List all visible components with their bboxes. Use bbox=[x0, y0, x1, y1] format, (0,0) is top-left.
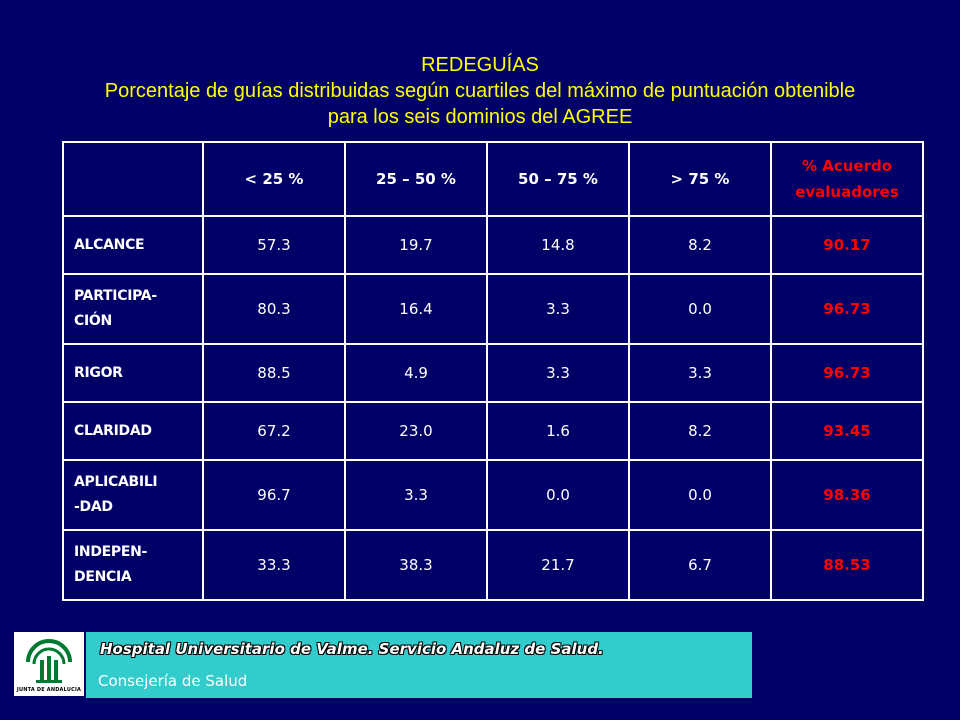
row-quartile-value: 16.4 bbox=[344, 273, 488, 345]
row-quartile-value: 8.2 bbox=[628, 215, 772, 275]
row-quartile-value: 88.5 bbox=[202, 343, 346, 403]
slide-title: REDEGUÍAS Porcentaje de guías distribuid… bbox=[0, 52, 960, 130]
row-domain-label: APLICABILI -DAD bbox=[62, 459, 204, 531]
row-quartile-value: 3.3 bbox=[486, 343, 630, 403]
row-quartile-value: 0.0 bbox=[628, 459, 772, 531]
row-domain-label-line: APLICABILI bbox=[74, 474, 158, 490]
table-row: APLICABILI -DAD 96.7 3.3 0.0 0.0 98.36 bbox=[62, 459, 924, 531]
row-quartile-value: 0.0 bbox=[486, 459, 630, 531]
row-quartile-value: 38.3 bbox=[344, 529, 488, 601]
row-domain-label: ALCANCE bbox=[62, 215, 204, 275]
row-quartile-value: 3.3 bbox=[344, 459, 488, 531]
row-quartile-value: 67.2 bbox=[202, 401, 346, 461]
title-line-1: REDEGUÍAS bbox=[421, 54, 539, 76]
table-row: RIGOR 88.5 4.9 3.3 3.3 96.73 bbox=[62, 343, 924, 403]
footer-consejeria: Consejería de Salud bbox=[98, 672, 248, 690]
header-agreement: % Acuerdo evaluadores bbox=[770, 141, 924, 217]
row-quartile-value: 57.3 bbox=[202, 215, 346, 275]
title-line-2: Porcentaje de guías distribuidas según c… bbox=[104, 80, 856, 102]
row-agreement-value: 96.73 bbox=[770, 273, 924, 345]
row-domain-label-line: RIGOR bbox=[74, 364, 123, 381]
row-quartile-value: 21.7 bbox=[486, 529, 630, 601]
title-line-3: para los seis dominios del AGREE bbox=[327, 106, 633, 128]
row-quartile-value: 6.7 bbox=[628, 529, 772, 601]
row-agreement-value: 93.45 bbox=[770, 401, 924, 461]
row-domain-label: INDEPEN- DENCIA bbox=[62, 529, 204, 601]
header-corner-cell bbox=[62, 141, 204, 217]
row-quartile-value: 8.2 bbox=[628, 401, 772, 461]
logo-text: JUNTA DE ANDALUCIA bbox=[16, 687, 82, 693]
agree-domains-table: < 25 % 25 – 50 % 50 – 75 % > 75 % % Acue… bbox=[62, 141, 924, 601]
table-row: INDEPEN- DENCIA 33.3 38.3 21.7 6.7 88.53 bbox=[62, 529, 924, 601]
row-domain-label: CLARIDAD bbox=[62, 401, 204, 461]
row-agreement-value: 96.73 bbox=[770, 343, 924, 403]
row-quartile-value: 1.6 bbox=[486, 401, 630, 461]
row-domain-label: PARTICIPA- CIÓN bbox=[62, 273, 204, 345]
row-quartile-value: 3.3 bbox=[628, 343, 772, 403]
row-quartile-value: 19.7 bbox=[344, 215, 488, 275]
table-row: CLARIDAD 67.2 23.0 1.6 8.2 93.45 bbox=[62, 401, 924, 461]
row-quartile-value: 23.0 bbox=[344, 401, 488, 461]
row-quartile-value: 33.3 bbox=[202, 529, 346, 601]
row-quartile-value: 96.7 bbox=[202, 459, 346, 531]
header-50-75: 50 – 75 % bbox=[486, 141, 630, 217]
row-domain-label-line: DENCIA bbox=[74, 569, 132, 585]
header-25-50: 25 – 50 % bbox=[344, 141, 488, 217]
row-domain-label-line: CLARIDAD bbox=[74, 422, 152, 439]
row-quartile-value: 4.9 bbox=[344, 343, 488, 403]
header-agreement-line1: % Acuerdo bbox=[801, 157, 893, 175]
footer-hospital-name: Hospital Universitario de Valme. Servici… bbox=[100, 640, 604, 658]
header-gt-75: > 75 % bbox=[628, 141, 772, 217]
row-domain-label-line: ALCANCE bbox=[74, 236, 145, 253]
header-lt-25: < 25 % bbox=[202, 141, 346, 217]
row-quartile-value: 14.8 bbox=[486, 215, 630, 275]
row-quartile-value: 0.0 bbox=[628, 273, 772, 345]
junta-andalucia-emblem-icon bbox=[26, 639, 72, 683]
row-quartile-value: 3.3 bbox=[486, 273, 630, 345]
row-quartile-value: 80.3 bbox=[202, 273, 346, 345]
row-domain-label-line: -DAD bbox=[74, 499, 113, 515]
header-agreement-line2: evaluadores bbox=[795, 183, 899, 201]
junta-andalucia-logo: JUNTA DE ANDALUCIA bbox=[14, 632, 84, 696]
table-header-row: < 25 % 25 – 50 % 50 – 75 % > 75 % % Acue… bbox=[62, 141, 924, 217]
row-agreement-value: 88.53 bbox=[770, 529, 924, 601]
table-row: PARTICIPA- CIÓN 80.3 16.4 3.3 0.0 96.73 bbox=[62, 273, 924, 345]
row-domain-label-line: PARTICIPA- bbox=[74, 288, 157, 304]
row-agreement-value: 98.36 bbox=[770, 459, 924, 531]
row-domain-label-line: INDEPEN- bbox=[74, 544, 148, 560]
row-agreement-value: 90.17 bbox=[770, 215, 924, 275]
row-domain-label: RIGOR bbox=[62, 343, 204, 403]
row-domain-label-line: CIÓN bbox=[74, 313, 112, 329]
table-row: ALCANCE 57.3 19.7 14.8 8.2 90.17 bbox=[62, 215, 924, 275]
footer-bar: Hospital Universitario de Valme. Servici… bbox=[86, 632, 752, 698]
